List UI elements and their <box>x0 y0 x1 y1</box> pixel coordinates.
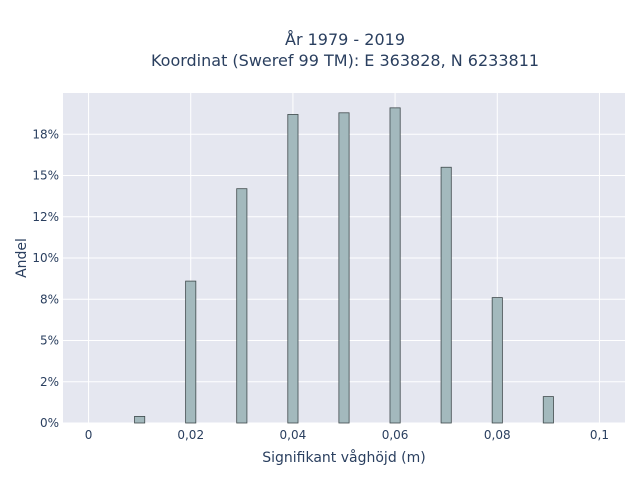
histogram-bar <box>440 166 452 424</box>
histogram-bar <box>542 396 554 424</box>
y-tick-label: 18% <box>32 127 59 141</box>
x-axis-ticks: 0 0,02 0,04 0,06 0,08 0,1 <box>85 428 609 442</box>
histogram-bar <box>185 280 197 424</box>
x-tick-label: 0,1 <box>590 428 609 442</box>
histogram-bar <box>134 415 146 424</box>
bars <box>134 107 554 424</box>
histogram-bar <box>389 107 401 424</box>
y-tick-label: 12% <box>32 210 59 224</box>
x-tick-label: 0,08 <box>484 428 511 442</box>
histogram-bar <box>236 188 248 424</box>
x-axis-title: Signifikant våghöjd (m) <box>262 449 425 466</box>
histogram-bar <box>287 114 299 424</box>
x-tick-label: 0,04 <box>280 428 307 442</box>
y-tick-label: 10% <box>32 251 59 265</box>
histogram-bar <box>338 112 350 424</box>
y-axis-ticks: 0% 2% 5% 8% 10% 12% 15% 18% <box>32 127 59 430</box>
y-axis-title: Andel <box>14 238 30 278</box>
y-tick-label: 8% <box>40 292 59 306</box>
x-tick-label: 0 <box>85 428 93 442</box>
x-tick-label: 0,06 <box>382 428 409 442</box>
chart-title-line2: Koordinat (Sweref 99 TM): E 363828, N 62… <box>151 51 539 70</box>
y-tick-label: 2% <box>40 375 59 389</box>
y-tick-label: 0% <box>40 416 59 430</box>
y-tick-label: 5% <box>40 334 59 348</box>
y-tick-label: 15% <box>32 169 59 183</box>
histogram-bar <box>491 297 503 424</box>
x-tick-label: 0,02 <box>177 428 204 442</box>
chart-title-line1: År 1979 - 2019 <box>285 30 405 49</box>
